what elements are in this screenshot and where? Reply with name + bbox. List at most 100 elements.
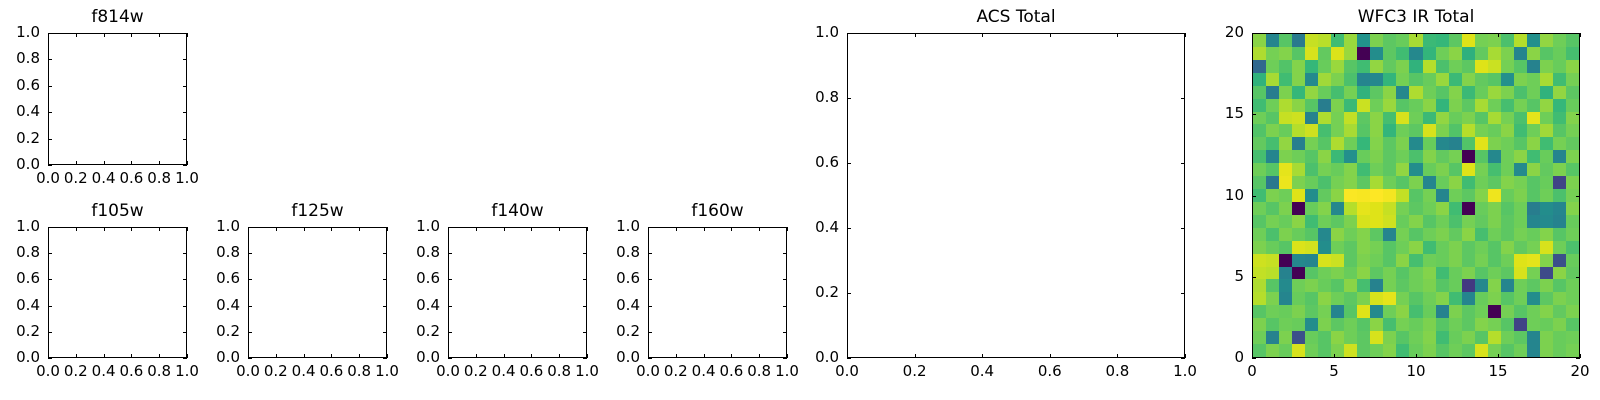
heatmap-cell [1292, 150, 1306, 164]
heatmap-cell [1305, 279, 1319, 293]
heatmap-cell [1357, 318, 1371, 332]
heatmap-cell [1435, 59, 1449, 73]
xtick-mark [1334, 354, 1335, 358]
heatmap-cell [1461, 150, 1475, 164]
xtick-mark-top [159, 227, 160, 231]
heatmap-cell [1539, 72, 1553, 86]
heatmap-cell [1461, 266, 1475, 280]
heatmap-cell [1526, 266, 1540, 280]
ytick-mark [48, 253, 52, 254]
heatmap-cell [1422, 189, 1436, 202]
heatmap-cell [1305, 124, 1319, 138]
heatmap-cell [1383, 34, 1397, 47]
xtick-mark-top [504, 227, 505, 231]
heatmap-cell [1318, 176, 1332, 190]
heatmap-cell [1383, 163, 1397, 177]
xtick-label: 0.0 [36, 169, 60, 187]
heatmap-cell [1383, 176, 1397, 190]
heatmap-cell [1305, 98, 1319, 112]
heatmap-cell [1539, 279, 1553, 293]
heatmap-cell [1448, 331, 1462, 345]
heatmap-cell [1461, 331, 1475, 345]
heatmap-cell [1461, 124, 1475, 138]
ytick-mark [248, 227, 252, 228]
ytick-label: 15 [1224, 104, 1244, 123]
heatmap-cell [1500, 214, 1514, 228]
heatmap-cell [1435, 163, 1449, 177]
heatmap-cell [1513, 201, 1527, 215]
heatmap-cell [1370, 214, 1384, 228]
heatmap-cell [1513, 331, 1527, 345]
heatmap-cell [1474, 201, 1488, 215]
heatmap-cell [1318, 124, 1332, 138]
heatmap-cell [1331, 150, 1345, 164]
heatmap-cell [1565, 240, 1579, 254]
ytick-mark [448, 332, 452, 333]
heatmap-cell [1526, 137, 1540, 151]
heatmap-cell [1487, 72, 1501, 86]
heatmap-cell [1253, 72, 1267, 86]
heatmap-cell [1422, 137, 1436, 151]
axes-title-f814w: f814w [91, 7, 144, 27]
heatmap-cell [1292, 111, 1306, 125]
heatmap-cell [1461, 72, 1475, 86]
ytick-label: 0.6 [815, 153, 839, 171]
ytick-mark [248, 306, 252, 307]
heatmap-cell [1396, 111, 1410, 125]
heatmap-cell [1279, 214, 1293, 228]
ytick-label: 0.0 [416, 348, 440, 366]
heatmap-cell [1500, 98, 1514, 112]
xtick-mark-top [1117, 33, 1118, 37]
axes-frame-f160w [648, 227, 787, 358]
heatmap-cell [1435, 266, 1449, 280]
heatmap-cell [1461, 163, 1475, 177]
heatmap-cell [1370, 240, 1384, 254]
heatmap-cell [1513, 292, 1527, 306]
ytick-mark [648, 279, 652, 280]
heatmap-cell [1357, 227, 1371, 241]
heatmap-cell [1396, 201, 1410, 215]
xtick-label: 0.2 [463, 362, 488, 380]
ytick-label: 0.2 [815, 283, 839, 301]
heatmap-cell [1292, 214, 1306, 228]
heatmap-cell [1318, 253, 1332, 267]
heatmap-cell [1292, 331, 1306, 345]
heatmap-cell [1448, 344, 1462, 357]
heatmap-cell [1331, 201, 1345, 215]
xtick-mark-top [187, 33, 188, 37]
heatmap-cell [1370, 34, 1384, 47]
heatmap-cell [1526, 292, 1540, 306]
heatmap-cell [1266, 331, 1280, 345]
ytick-label: 0.8 [16, 49, 40, 68]
ytick-mark-right [583, 279, 587, 280]
heatmap-cell [1539, 124, 1553, 138]
heatmap-cell [1487, 240, 1501, 254]
heatmap-cell [1331, 34, 1345, 47]
heatmap-cell [1448, 59, 1462, 73]
heatmap-cell [1318, 305, 1332, 319]
heatmap-cell [1526, 150, 1540, 164]
heatmap-cell [1539, 176, 1553, 190]
heatmap-cell [1331, 59, 1345, 73]
heatmap-cell [1383, 253, 1397, 267]
ytick-label: 20 [1224, 23, 1244, 41]
heatmap-cell [1448, 98, 1462, 112]
heatmap-cell [1422, 72, 1436, 86]
ytick-mark-right [583, 253, 587, 254]
heatmap-cell [1279, 305, 1293, 319]
xtick-mark [48, 354, 49, 358]
heatmap-cell [1292, 240, 1306, 254]
heatmap-cell [1552, 189, 1566, 202]
heatmap-cell [1539, 98, 1553, 112]
heatmap-cell [1357, 111, 1371, 125]
xtick-mark-top [331, 227, 332, 231]
heatmap-cell [1383, 85, 1397, 99]
heatmap-cell [1357, 72, 1371, 86]
heatmap-cell [1331, 318, 1345, 332]
ytick-mark-right [1181, 33, 1185, 34]
heatmap-cell [1253, 292, 1267, 306]
xtick-label: 0.6 [319, 362, 344, 380]
heatmap-cell [1448, 85, 1462, 99]
heatmap-cell [1409, 318, 1423, 332]
